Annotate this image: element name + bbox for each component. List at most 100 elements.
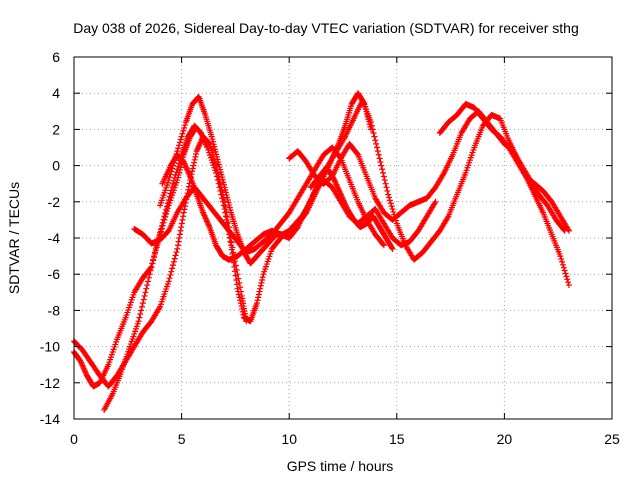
data-point	[258, 279, 265, 286]
data-point	[219, 195, 226, 202]
x-tick-label: 15	[389, 431, 405, 447]
data-point	[161, 213, 168, 220]
data-point	[175, 238, 182, 245]
data-point	[259, 276, 266, 283]
series-arc-6	[157, 93, 396, 267]
data-point	[139, 303, 146, 310]
data-point	[219, 198, 226, 205]
data-point	[565, 227, 572, 234]
data-point	[172, 153, 179, 160]
data-point	[149, 260, 156, 267]
data-point	[221, 206, 228, 213]
data-point	[376, 155, 383, 162]
data-point	[217, 187, 224, 194]
data-point	[237, 297, 244, 304]
data-point	[391, 211, 398, 218]
data-point	[564, 276, 571, 283]
data-point	[562, 270, 569, 277]
data-point	[239, 308, 246, 315]
x-tick-label: 0	[70, 431, 78, 447]
y-tick-label: 6	[52, 49, 60, 65]
data-point	[177, 136, 184, 143]
data-point	[146, 271, 153, 278]
data-point	[378, 162, 385, 169]
data-point	[176, 160, 183, 167]
data-point	[388, 203, 395, 210]
data-point	[157, 226, 164, 233]
data-point	[135, 318, 142, 325]
data-point	[165, 278, 172, 285]
data-point	[147, 267, 154, 274]
data-point	[180, 127, 187, 134]
data-point	[380, 241, 387, 248]
data-point	[151, 253, 158, 260]
data-point	[172, 172, 179, 179]
data-point	[255, 294, 262, 301]
data-point	[141, 292, 148, 299]
data-point	[167, 171, 174, 178]
data-point	[138, 307, 145, 314]
data-point	[171, 156, 178, 163]
data-point	[178, 224, 185, 231]
chart-title: Day 038 of 2026, Sidereal Day-to-day VTE…	[73, 20, 579, 36]
data-point	[175, 163, 182, 170]
data-point	[171, 174, 178, 181]
data-point	[215, 180, 222, 187]
data-point	[392, 214, 399, 221]
data-point	[162, 210, 169, 217]
data-point	[369, 126, 376, 133]
data-point	[168, 187, 175, 194]
data-point	[168, 268, 175, 275]
data-point	[167, 190, 174, 197]
y-tick-label: 4	[52, 85, 60, 101]
data-point	[180, 213, 187, 220]
data-point	[176, 231, 183, 238]
data-point	[383, 184, 390, 191]
data-point	[563, 273, 570, 280]
y-axis-label: SDTVAR / TECUs	[6, 182, 22, 294]
data-point	[392, 217, 399, 224]
data-point	[166, 275, 173, 282]
data-point	[372, 137, 379, 144]
data-point	[143, 285, 150, 292]
data-point	[228, 242, 235, 249]
y-tick-label: -6	[48, 266, 61, 282]
data-point	[159, 219, 166, 226]
data-point	[388, 244, 395, 251]
data-point	[235, 291, 242, 298]
data-point	[150, 256, 157, 263]
data-point	[190, 162, 197, 169]
data-point	[142, 289, 149, 296]
data-point	[176, 139, 183, 146]
data-point	[558, 255, 565, 262]
data-point	[381, 177, 388, 184]
data-point	[173, 151, 180, 158]
data-point	[240, 311, 247, 318]
data-point	[185, 183, 192, 190]
data-point	[386, 197, 393, 204]
data-point	[220, 202, 227, 209]
data-point	[238, 303, 245, 310]
data-point	[371, 133, 378, 140]
x-tick-label: 25	[604, 431, 620, 447]
data-point	[224, 214, 231, 221]
data-point	[557, 253, 564, 260]
data-point	[169, 162, 176, 169]
y-tick-label: -10	[40, 339, 60, 355]
data-point	[191, 159, 198, 166]
data-point	[228, 246, 235, 253]
y-tick-label: -8	[48, 302, 61, 318]
data-point	[237, 300, 244, 307]
data-point	[152, 245, 159, 252]
data-point	[167, 271, 174, 278]
y-tick-label: 0	[52, 158, 60, 174]
data-point	[158, 223, 165, 230]
data-point	[163, 203, 170, 210]
y-tick-label: 2	[52, 121, 60, 137]
data-point	[178, 220, 185, 227]
data-point	[173, 249, 180, 256]
y-tick-label: -14	[40, 411, 60, 427]
data-point	[367, 119, 374, 126]
data-point	[169, 262, 176, 269]
data-point	[160, 216, 167, 223]
